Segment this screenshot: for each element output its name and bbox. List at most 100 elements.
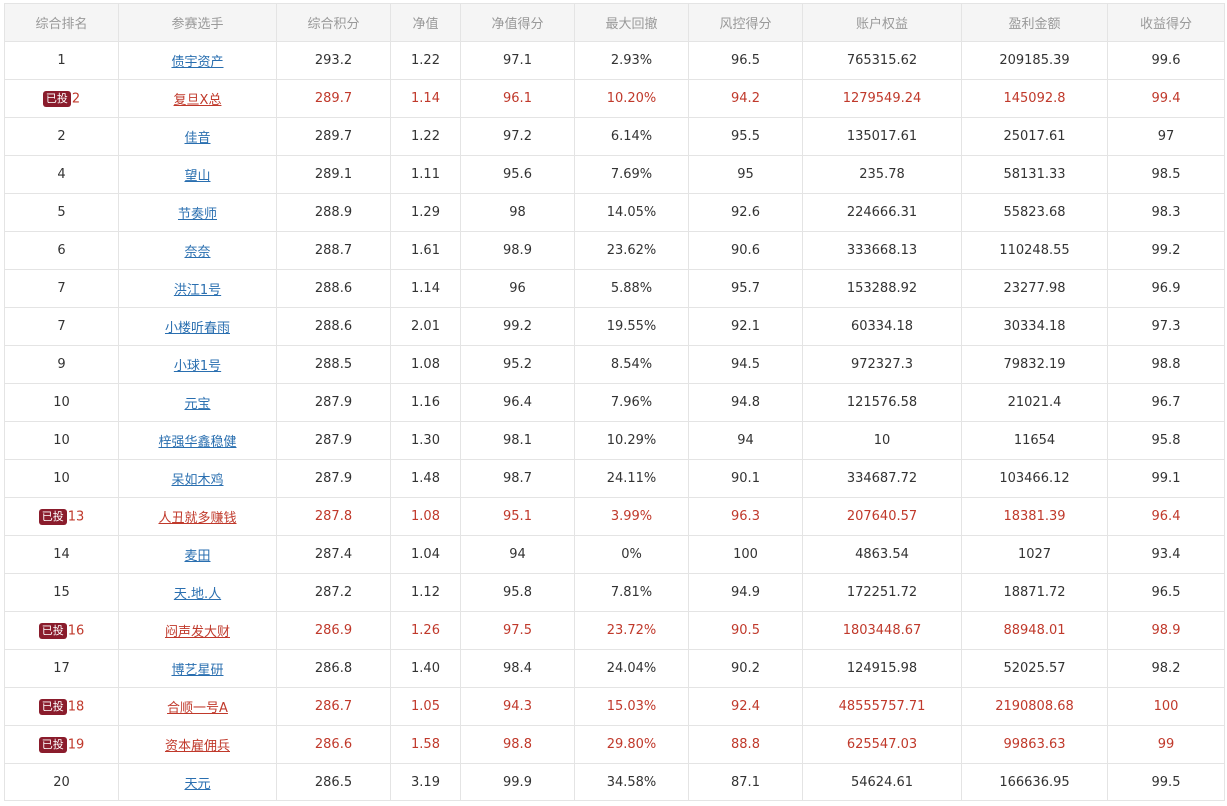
max-drawdown-cell: 14.05%: [574, 193, 689, 232]
nav-cell: 1.29: [390, 193, 461, 232]
nav-score-cell: 99.2: [460, 307, 575, 346]
table-header-row: 综合排名 参赛选手 综合积分 净值 净值得分 最大回撤 风控得分 账户权益 盈利…: [4, 3, 1225, 42]
score-cell: 286.7: [276, 687, 391, 726]
player-cell: 佳音: [118, 117, 277, 156]
table-row: 已投 18 合顺一号A 286.7 1.05 94.3 15.03% 92.4 48555757…: [4, 687, 1225, 726]
player-link[interactable]: 博艺星研: [171, 663, 224, 678]
table-row: 10 呆如木鸡 287.9 1.48 98.7 24.11% 90.1 334687.72 10…: [4, 459, 1225, 498]
return-score-cell: 99.1: [1107, 459, 1225, 498]
profit-cell: 11654: [961, 421, 1108, 460]
equity-cell: 60334.18: [802, 307, 962, 346]
table-row: 6 奈奈 288.7 1.61 98.9 23.62% 90.6 333668.13 11024…: [4, 231, 1225, 270]
score-cell: 289.7: [276, 117, 391, 156]
return-score-cell: 99.4: [1107, 79, 1225, 118]
rank-value: 2: [71, 91, 81, 106]
player-link[interactable]: 元宝: [184, 397, 211, 412]
header-risk-score[interactable]: 风控得分: [688, 3, 803, 42]
nav-score-cell: 97.5: [460, 611, 575, 650]
player-link[interactable]: 人丑就多赚钱: [158, 511, 237, 526]
header-max-drawdown[interactable]: 最大回撤: [574, 3, 689, 42]
equity-cell: 124915.98: [802, 649, 962, 688]
risk-score-cell: 92.6: [688, 193, 803, 232]
player-link[interactable]: 麦田: [184, 549, 211, 564]
player-link[interactable]: 呆如木鸡: [171, 473, 224, 488]
invested-badge: 已投: [38, 698, 67, 715]
rank-cell: 已投 13: [4, 497, 119, 536]
profit-cell: 166636.95: [961, 763, 1108, 801]
header-nav-score[interactable]: 净值得分: [460, 3, 575, 42]
player-link[interactable]: 合顺一号A: [167, 701, 228, 716]
header-return-score[interactable]: 收益得分: [1107, 3, 1225, 42]
player-link[interactable]: 小楼听春雨: [164, 321, 230, 336]
player-link[interactable]: 梓强华鑫稳健: [158, 435, 237, 450]
player-cell: 元宝: [118, 383, 277, 422]
rank-value: 10: [53, 395, 70, 410]
risk-score-cell: 90.1: [688, 459, 803, 498]
player-link[interactable]: 资本雇佣兵: [164, 739, 230, 754]
rank-cell: 已投 19: [4, 725, 119, 764]
nav-score-cell: 98.8: [460, 725, 575, 764]
player-link[interactable]: 洪江1号: [173, 283, 222, 298]
player-cell: 天.地.人: [118, 573, 277, 612]
return-score-cell: 96.7: [1107, 383, 1225, 422]
return-score-cell: 97: [1107, 117, 1225, 156]
max-drawdown-cell: 15.03%: [574, 687, 689, 726]
player-link[interactable]: 闷声发大财: [164, 625, 230, 640]
table-row: 17 博艺星研 286.8 1.40 98.4 24.04% 90.2 124915.98 52…: [4, 649, 1225, 688]
player-cell: 呆如木鸡: [118, 459, 277, 498]
player-link[interactable]: 债宇资产: [171, 55, 224, 70]
rank-cell: 10: [4, 459, 119, 498]
score-cell: 293.2: [276, 41, 391, 80]
player-link[interactable]: 复旦X总: [173, 93, 222, 108]
rank-cell: 已投 18: [4, 687, 119, 726]
max-drawdown-cell: 6.14%: [574, 117, 689, 156]
rank-value: 20: [53, 774, 70, 790]
score-cell: 287.9: [276, 383, 391, 422]
equity-cell: 1803448.67: [802, 611, 962, 650]
rank-cell: 5: [4, 193, 119, 232]
header-rank[interactable]: 综合排名: [4, 3, 119, 42]
profit-cell: 18381.39: [961, 497, 1108, 536]
rank-cell: 已投 2: [4, 79, 119, 118]
player-link[interactable]: 望山: [184, 169, 211, 184]
table-row: 2 佳音 289.7 1.22 97.2 6.14% 95.5 135017.61 25017.…: [4, 117, 1225, 156]
max-drawdown-cell: 29.80%: [574, 725, 689, 764]
header-player[interactable]: 参赛选手: [118, 3, 277, 42]
player-link[interactable]: 天元: [184, 776, 211, 792]
rank-value: 13: [67, 509, 85, 524]
player-link[interactable]: 节奏师: [177, 207, 217, 222]
header-profit[interactable]: 盈利金额: [961, 3, 1108, 42]
rank-value: 14: [53, 547, 70, 562]
rank-value: 2: [57, 129, 66, 144]
player-link[interactable]: 佳音: [184, 131, 211, 146]
rank-cell: 17: [4, 649, 119, 688]
player-cell: 合顺一号A: [118, 687, 277, 726]
header-score[interactable]: 综合积分: [276, 3, 391, 42]
nav-cell: 1.26: [390, 611, 461, 650]
ranking-table-container: 综合排名 参赛选手 综合积分 净值 净值得分 最大回撤 风控得分 账户权益 盈利…: [4, 3, 1225, 801]
nav-score-cell: 95.6: [460, 155, 575, 194]
header-nav[interactable]: 净值: [390, 3, 461, 42]
table-row: 已投 19 资本雇佣兵 286.6 1.58 98.8 29.80% 88.8 625547.0…: [4, 725, 1225, 764]
max-drawdown-cell: 0%: [574, 535, 689, 574]
max-drawdown-cell: 10.20%: [574, 79, 689, 118]
risk-score-cell: 96.5: [688, 41, 803, 80]
player-link[interactable]: 小球1号: [173, 359, 222, 374]
return-score-cell: 99.6: [1107, 41, 1225, 80]
header-equity[interactable]: 账户权益: [802, 3, 962, 42]
player-link[interactable]: 奈奈: [184, 245, 211, 260]
table-row: 15 天.地.人 287.2 1.12 95.8 7.81% 94.9 172251.72 18…: [4, 573, 1225, 612]
score-cell: 287.9: [276, 459, 391, 498]
rank-cell: 15: [4, 573, 119, 612]
return-score-cell: 95.8: [1107, 421, 1225, 460]
return-score-cell: 99.2: [1107, 231, 1225, 270]
nav-score-cell: 98: [460, 193, 575, 232]
nav-score-cell: 97.2: [460, 117, 575, 156]
nav-score-cell: 95.2: [460, 345, 575, 384]
player-link[interactable]: 天.地.人: [173, 587, 222, 602]
nav-cell: 1.40: [390, 649, 461, 688]
nav-cell: 2.01: [390, 307, 461, 346]
profit-cell: 88948.01: [961, 611, 1108, 650]
player-cell: 复旦X总: [118, 79, 277, 118]
return-score-cell: 96.5: [1107, 573, 1225, 612]
